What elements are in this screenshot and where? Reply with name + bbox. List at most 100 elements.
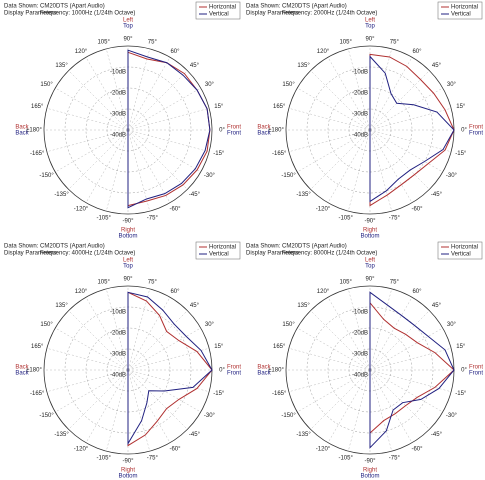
angle-tick-label: -75° <box>147 215 159 221</box>
grid-spoke <box>369 369 430 430</box>
angle-tick-label: 150° <box>40 82 53 88</box>
direction-label: Left <box>123 258 133 264</box>
angle-tick-label: 165° <box>273 344 286 350</box>
grid-spoke <box>127 297 171 371</box>
grid-spoke <box>369 108 452 131</box>
header-value: Frequency: 8000Hz (1/24th Octave) <box>282 251 377 257</box>
grid-spoke <box>68 70 129 131</box>
angle-tick-label: -30° <box>204 173 216 179</box>
angle-tick-label: 0° <box>461 368 467 374</box>
polar-chart: Data Shown: CM20DTS (Apart Audio)Display … <box>246 241 483 480</box>
legend-label: Vertical <box>209 12 229 18</box>
angle-tick-label: 105° <box>97 280 110 286</box>
angle-tick-label: 105° <box>339 40 352 46</box>
header-value: CM20DTS (Apart Audio) <box>40 4 105 10</box>
grid-spoke <box>106 48 129 131</box>
angle-tick-label: -150° <box>281 413 296 419</box>
header-label: Display Parameters: <box>246 11 300 17</box>
direction-label: Front <box>469 371 483 377</box>
direction-label: Right <box>363 468 377 474</box>
angle-tick-label: 135° <box>297 303 310 309</box>
direction-label: Top <box>365 264 375 270</box>
r-tick-label: -30dB <box>110 112 126 118</box>
angle-tick-label: 75° <box>148 280 158 286</box>
grid-spoke <box>127 369 150 452</box>
grid-spoke <box>327 129 371 203</box>
angle-tick-label: 120° <box>75 289 88 295</box>
r-tick-label: -20dB <box>352 331 368 337</box>
angle-tick-label: -30° <box>446 173 458 179</box>
response-line <box>369 55 455 203</box>
angle-tick-label: -15° <box>455 151 467 157</box>
angle-tick-label: -60° <box>169 206 181 212</box>
angle-tick-label: -120° <box>74 446 89 452</box>
direction-label: Front <box>227 371 241 377</box>
angle-tick-label: 30° <box>205 322 215 328</box>
grid-spoke <box>55 87 129 131</box>
legend-box <box>437 241 483 260</box>
direction-label: Back <box>257 371 271 377</box>
legend-label: Horizontal <box>451 5 478 11</box>
angle-tick-label: -150° <box>281 173 296 179</box>
angle-tick-label: -135° <box>54 432 69 438</box>
r-tick-label: -20dB <box>110 331 126 337</box>
direction-label: Bottom <box>118 474 137 480</box>
angle-tick-label: 60° <box>170 289 180 295</box>
angle-tick-label: -15° <box>213 391 225 397</box>
direction-label: Back <box>15 371 29 377</box>
grid-spoke <box>106 369 129 452</box>
grid-spoke <box>127 310 188 371</box>
direction-label: Back <box>257 125 271 131</box>
r-tick-label: -10dB <box>110 310 126 316</box>
angle-tick-label: -75° <box>389 455 401 461</box>
direction-label: Bottom <box>118 234 137 240</box>
direction-label: Front <box>227 125 241 131</box>
header-label: Display Parameters: <box>4 251 58 257</box>
direction-label: Bottom <box>360 234 379 240</box>
direction-label: Back <box>15 131 29 137</box>
grid-spoke <box>369 48 392 131</box>
polar-chart: Data Shown: CM20DTS (Apart Audio)Display … <box>4 1 241 240</box>
grid-spoke <box>327 369 371 443</box>
angle-tick-label: -45° <box>189 192 201 198</box>
grid-spoke <box>288 108 371 131</box>
grid-spoke <box>127 129 188 190</box>
legend-label: Vertical <box>451 252 471 258</box>
angle-tick-label: -165° <box>30 151 45 157</box>
angle-tick-label: 165° <box>273 104 286 110</box>
grid-spoke <box>55 327 129 371</box>
angle-tick-label: -135° <box>54 192 69 198</box>
grid-spoke <box>297 129 371 173</box>
r-tick-label: -30dB <box>110 352 126 358</box>
response-line <box>127 51 211 207</box>
header-value: Frequency: 2000Hz (1/24th Octave) <box>282 11 377 17</box>
grid-spoke <box>127 369 171 443</box>
direction-label: Right <box>121 228 135 234</box>
angle-tick-label: -45° <box>431 192 443 198</box>
r-tick-label: -40dB <box>352 373 368 379</box>
angle-tick-label: -120° <box>74 206 89 212</box>
grid-spoke <box>46 369 129 392</box>
grid-spoke <box>369 129 443 173</box>
angle-tick-label: 120° <box>317 289 330 295</box>
grid-spoke <box>297 327 371 371</box>
header-label: Data Shown: <box>4 4 39 10</box>
angle-tick-label: -60° <box>411 206 423 212</box>
grid-spoke <box>369 87 443 131</box>
grid-spoke <box>127 129 201 173</box>
grid-spoke <box>55 369 129 413</box>
direction-label: Right <box>121 468 135 474</box>
grid-spoke <box>310 70 371 131</box>
grid-spoke <box>369 369 452 392</box>
header-value: Frequency: 1000Hz (1/24th Octave) <box>40 11 135 17</box>
grid-spoke <box>85 369 129 443</box>
direction-label: Left <box>123 18 133 24</box>
angle-tick-label: -15° <box>455 391 467 397</box>
direction-label: Bottom <box>360 474 379 480</box>
angle-tick-label: 105° <box>97 40 110 46</box>
grid-spoke <box>46 108 129 131</box>
legend-box <box>195 241 241 260</box>
angle-tick-label: -60° <box>411 446 423 452</box>
grid-spoke <box>288 369 371 392</box>
grid-spoke <box>348 369 371 452</box>
